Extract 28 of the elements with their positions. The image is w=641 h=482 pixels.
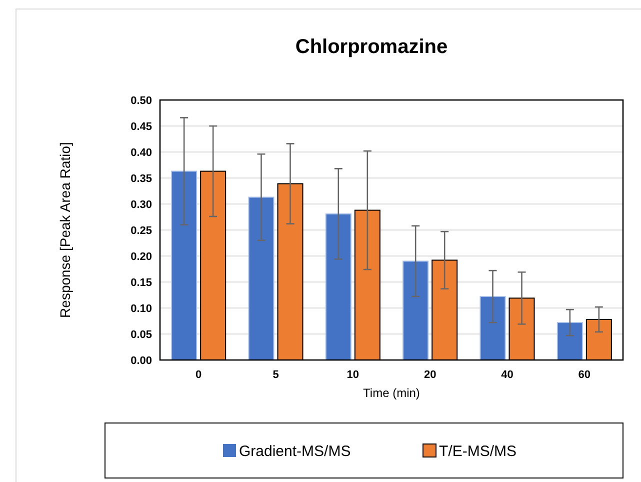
bar: [556, 322, 583, 360]
y-tick-label: 0.15: [130, 276, 152, 289]
y-tick-label: 0.30: [130, 198, 152, 211]
x-tick-label: 20: [424, 369, 436, 381]
bar: [171, 170, 198, 360]
y-tick-label: 0.45: [130, 120, 152, 133]
x-tick-label: 10: [346, 369, 360, 381]
legend-label: Gradient-MS/MS: [239, 443, 351, 460]
bar: [402, 260, 429, 360]
y-tick-label: 0.50: [130, 94, 152, 107]
x-tick-label: 0: [196, 369, 202, 381]
y-axis-title: Response [Peak Area Ratio]: [57, 142, 73, 318]
y-tick-label: 0.00: [130, 354, 152, 367]
y-tick-label: 0.40: [130, 146, 152, 159]
x-tick-label: 60: [578, 369, 591, 381]
x-tick-label: 5: [272, 369, 279, 381]
x-tick-label: 40: [501, 369, 514, 381]
bar: [480, 296, 506, 360]
legend-label: T/E-MS/MS: [439, 443, 516, 460]
y-tick-label: 0.35: [130, 172, 152, 185]
y-tick-label: 0.20: [130, 250, 152, 263]
y-tick-label: 0.05: [130, 328, 152, 341]
y-tick-label: 0.25: [130, 224, 152, 237]
x-axis-title: Time (min): [363, 386, 420, 400]
bar: [325, 213, 352, 360]
bar: [248, 196, 274, 360]
chart-title: Chlorpromazine: [295, 36, 448, 58]
y-tick-label: 0.10: [130, 302, 152, 315]
